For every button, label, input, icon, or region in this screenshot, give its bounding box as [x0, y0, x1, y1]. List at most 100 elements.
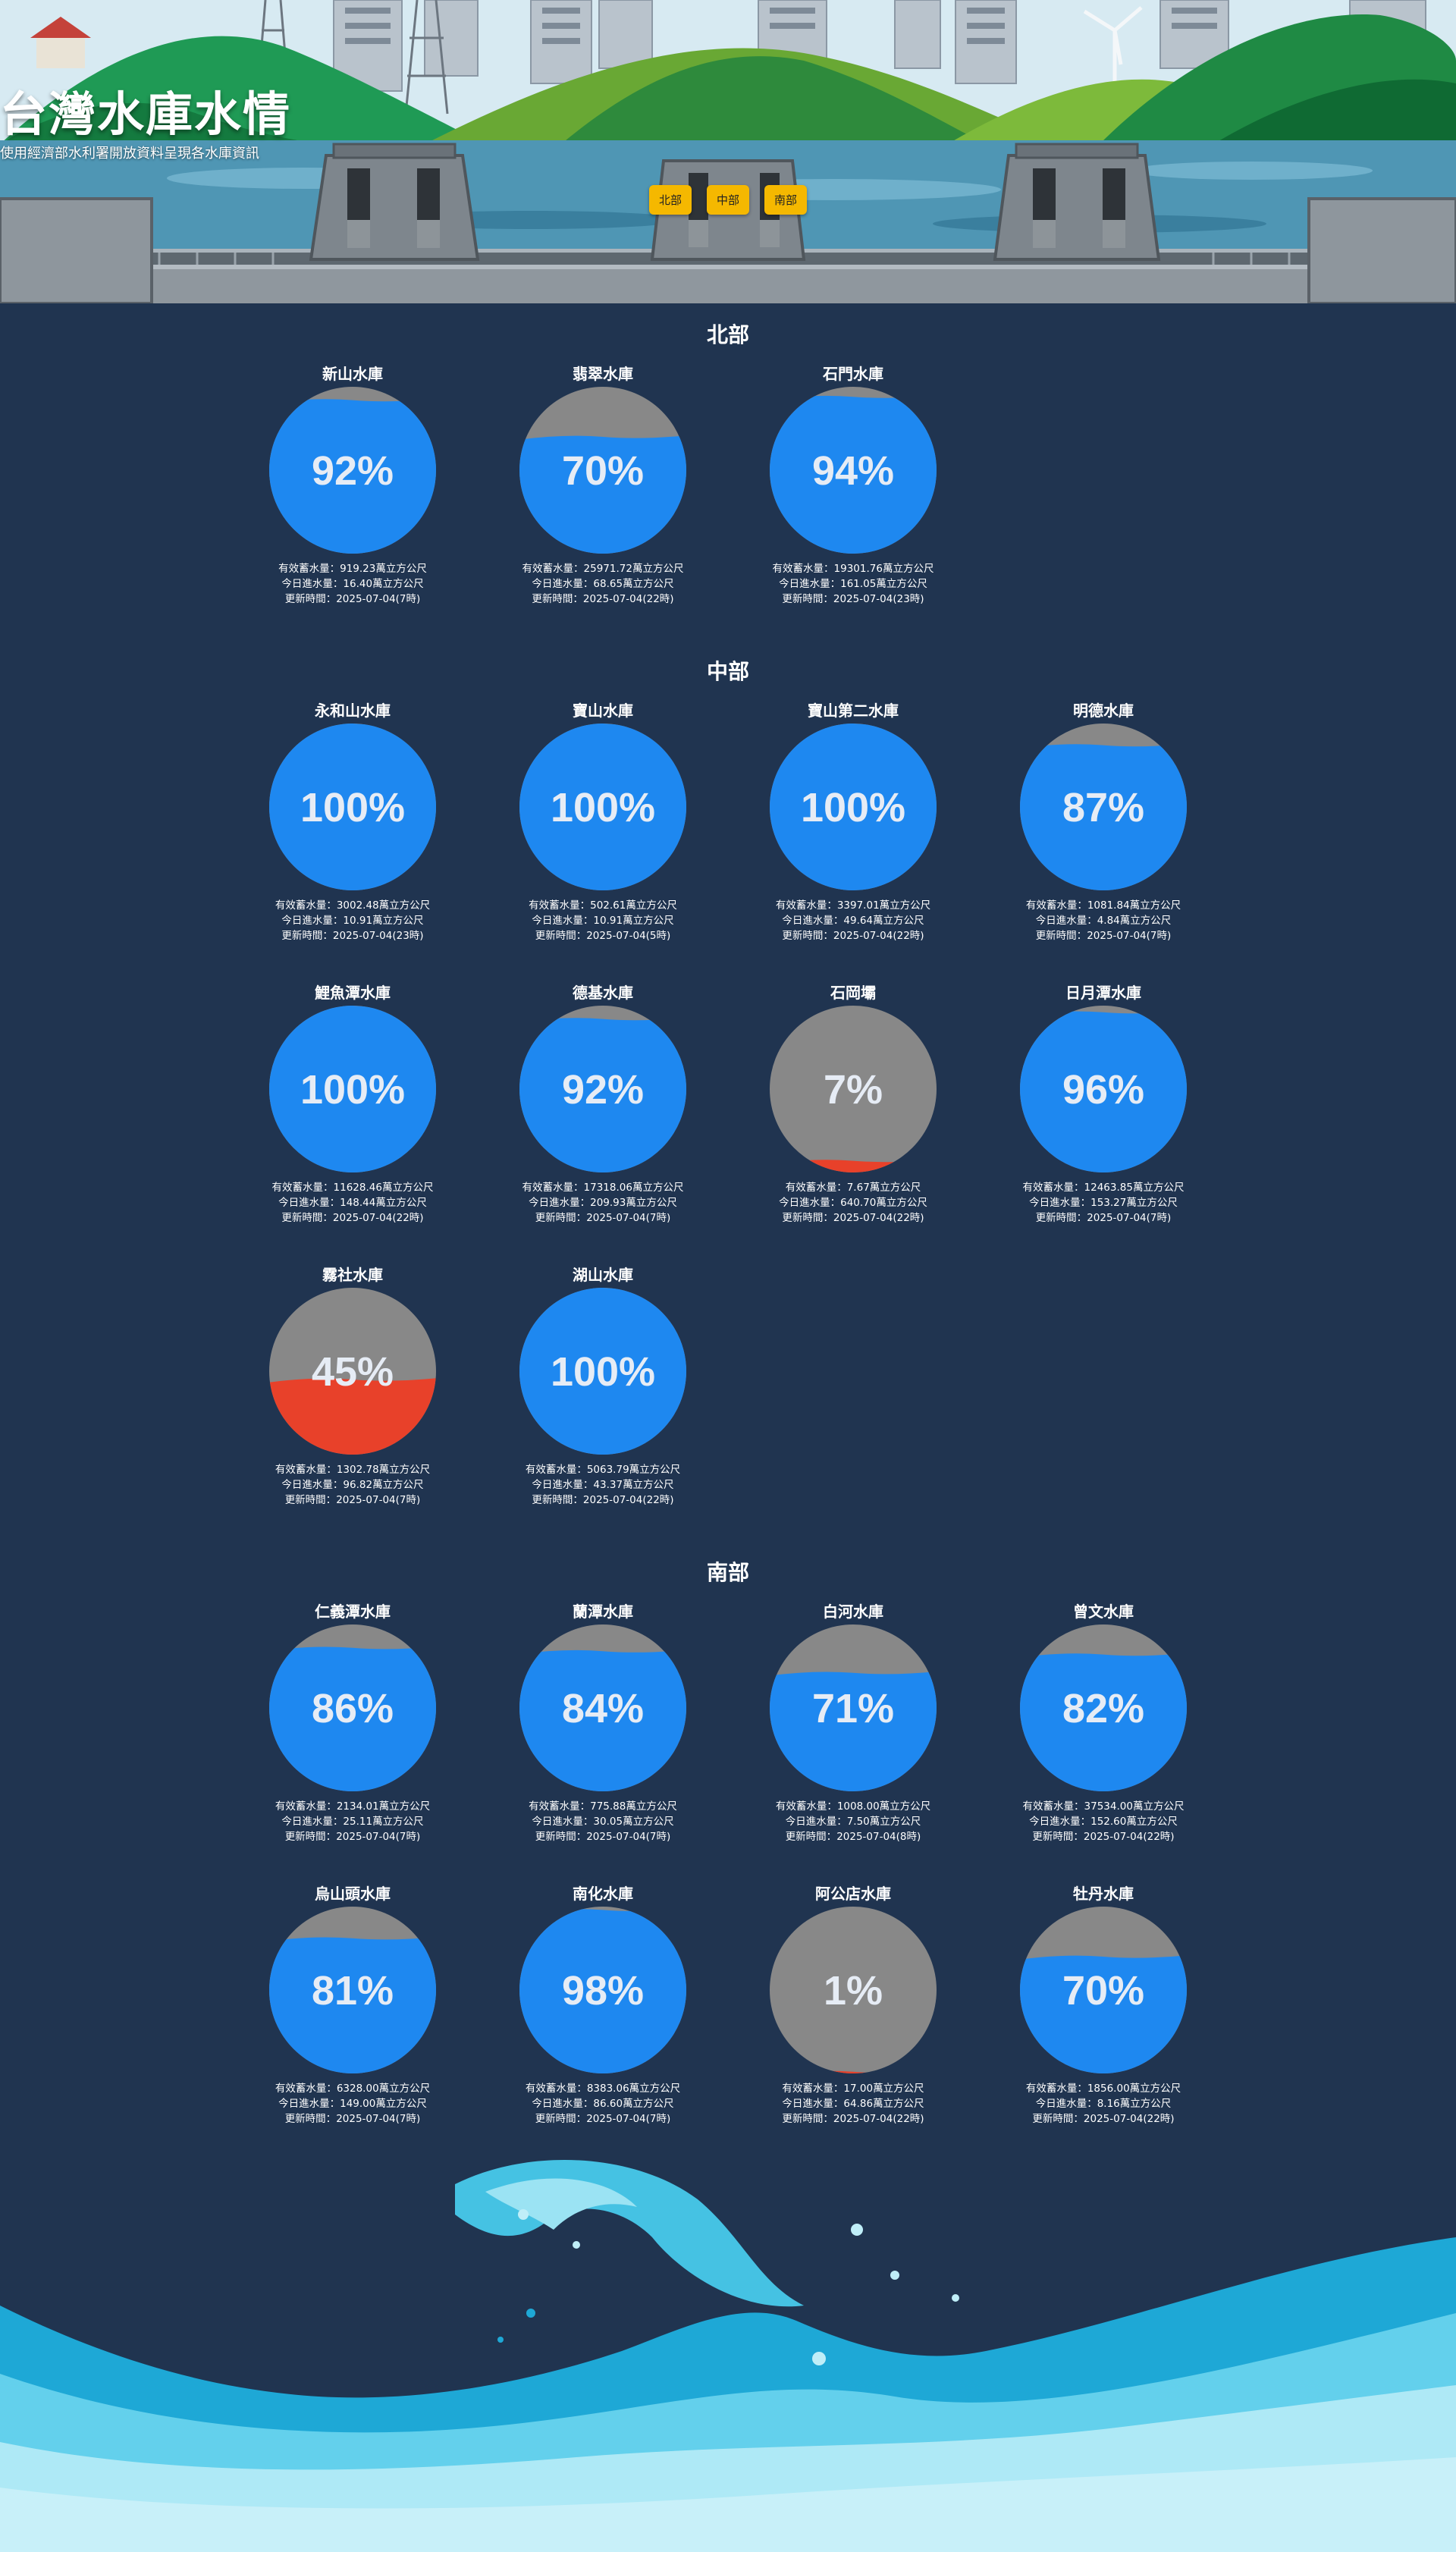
inflow-label: 今日進水量：: [779, 1197, 841, 1209]
reservoir-info: 有效蓄水量：1302.78萬立方公尺 今日進水量：96.82萬立方公尺 更新時間：2…: [275, 1462, 430, 1508]
inflow-unit: 萬立方公尺: [1119, 2098, 1172, 2110]
reservoir-name: 鯉魚潭水庫: [315, 984, 391, 1002]
inflow-value: 10.91: [343, 915, 373, 927]
inflow-label: 今日進水量：: [281, 1479, 344, 1491]
storage-line: 有效蓄水量：11628.46萬立方公尺: [272, 1180, 434, 1195]
reservoir-content: 北部 新山水庫 92% 有效蓄水量：919.23萬立方公尺 今日進水量：16.40萬立方…: [0, 303, 1456, 2160]
storage-unit: 萬立方公尺: [879, 1800, 931, 1813]
inflow-line: 今日進水量：8.16萬立方公尺: [1026, 2096, 1181, 2111]
storage-value: 1008.00: [836, 1800, 880, 1813]
storage-line: 有效蓄水量：8383.06萬立方公尺: [526, 2081, 680, 2096]
water-percentage: 96%: [1062, 1067, 1144, 1113]
storage-label: 有效蓄水量：: [278, 563, 340, 575]
updated-value: 2025-07-04(22時): [1083, 2113, 1175, 2125]
water-percentage: 82%: [1062, 1686, 1144, 1731]
updated-line: 更新時間：2025-07-04(7時): [275, 1493, 430, 1508]
storage-label: 有效蓄水量：: [775, 1800, 837, 1813]
water-level-gauge: 100%: [770, 724, 937, 890]
inflow-value: 4.84: [1097, 915, 1120, 927]
storage-unit: 萬立方公尺: [1129, 899, 1181, 912]
storage-label: 有效蓄水量：: [275, 1800, 337, 1813]
inflow-unit: 萬立方公尺: [372, 1816, 424, 1828]
updated-line: 更新時間：2025-07-04(22時): [776, 928, 930, 943]
hero-illustration: [0, 0, 1456, 303]
reservoir-info: 有效蓄水量：3397.01萬立方公尺 今日進水量：49.64萬立方公尺 更新時間：2…: [776, 898, 930, 943]
inflow-label: 今日進水量：: [281, 915, 344, 927]
reservoir-name: 湖山水庫: [573, 1266, 633, 1284]
reservoir-card: 日月潭水庫 96% 有效蓄水量：12463.85萬立方公尺 今日進水量：153.27萬…: [978, 977, 1228, 1259]
gauge-water-fill: [1020, 1955, 1187, 2073]
reservoir-info: 有效蓄水量：8383.06萬立方公尺 今日進水量：86.60萬立方公尺 更新時間：2…: [526, 2081, 680, 2127]
nav-button-central[interactable]: 中部: [706, 185, 749, 215]
inflow-line: 今日進水量：86.60萬立方公尺: [526, 2096, 680, 2111]
inflow-value: 161.05: [840, 578, 877, 590]
storage-value: 11628.46: [333, 1182, 382, 1194]
inflow-value: 16.40: [343, 578, 373, 590]
reservoir-name: 寶山第二水庫: [808, 702, 899, 720]
reservoir-info: 有效蓄水量：11628.46萬立方公尺 今日進水量：148.44萬立方公尺 更新時間…: [272, 1180, 434, 1226]
inflow-line: 今日進水量：10.91萬立方公尺: [529, 913, 677, 928]
updated-value: 2025-07-04(23時): [332, 930, 424, 942]
updated-label: 更新時間：: [782, 930, 833, 942]
water-level-gauge: 84%: [519, 1624, 686, 1791]
storage-value: 17318.06: [583, 1182, 632, 1194]
reservoir-name: 曾文水庫: [1073, 1602, 1134, 1621]
reservoir-info: 有效蓄水量：6328.00萬立方公尺 今日進水量：149.00萬立方公尺 更新時間：…: [275, 2081, 430, 2127]
water-percentage: 92%: [312, 448, 394, 494]
inflow-value: 152.60: [1090, 1816, 1127, 1828]
updated-label: 更新時間：: [532, 1494, 583, 1506]
storage-label: 有效蓄水量：: [785, 1182, 847, 1194]
inflow-label: 今日進水量：: [532, 915, 594, 927]
storage-unit: 萬立方公尺: [873, 2083, 924, 2095]
nav-button-south[interactable]: 南部: [764, 185, 808, 215]
storage-unit: 萬立方公尺: [375, 563, 427, 575]
inflow-unit: 萬立方公尺: [869, 1816, 921, 1828]
storage-line: 有效蓄水量：1081.84萬立方公尺: [1026, 898, 1181, 913]
reservoir-card: 新山水庫 92% 有效蓄水量：919.23萬立方公尺 今日進水量：16.40萬立方公尺…: [228, 358, 478, 640]
inflow-value: 640.70: [840, 1197, 877, 1209]
updated-line: 更新時間：2025-07-04(7時): [529, 1829, 677, 1844]
inflow-label: 今日進水量：: [779, 578, 841, 590]
updated-line: 更新時間：2025-07-04(22時): [526, 1493, 680, 1508]
gauge-empty-area: [770, 1907, 937, 2073]
storage-label: 有效蓄水量：: [782, 2083, 844, 2095]
updated-value: 2025-07-04(7時): [336, 1494, 421, 1506]
region-nav: 北部 中部 南部: [0, 185, 1456, 215]
reservoir-info: 有效蓄水量：17.00萬立方公尺 今日進水量：64.86萬立方公尺 更新時間：202…: [782, 2081, 924, 2127]
updated-label: 更新時間：: [532, 593, 583, 605]
inflow-label: 今日進水量：: [278, 1197, 340, 1209]
water-percentage: 100%: [551, 785, 655, 830]
inflow-value: 148.44: [340, 1197, 376, 1209]
updated-label: 更新時間：: [284, 2113, 337, 2125]
gauge-water-fill: [1020, 1010, 1187, 1172]
storage-label: 有效蓄水量：: [522, 1182, 584, 1194]
updated-value: 2025-07-04(22時): [1083, 1831, 1175, 1843]
gauge-water-fill: [269, 398, 436, 554]
reservoir-grid: 仁義潭水庫 86% 有效蓄水量：2134.01萬立方公尺 今日進水量：25.11萬立方…: [228, 1596, 1228, 2160]
updated-line: 更新時間：2025-07-04(7時): [1026, 928, 1181, 943]
storage-unit: 萬立方公尺: [632, 1182, 684, 1194]
updated-value: 2025-07-04(22時): [582, 593, 674, 605]
storage-line: 有效蓄水量：1302.78萬立方公尺: [275, 1462, 430, 1477]
storage-line: 有效蓄水量：2134.01萬立方公尺: [275, 1799, 430, 1814]
water-level-gauge: 92%: [519, 1006, 686, 1172]
inflow-label: 今日進水量：: [1029, 1816, 1091, 1828]
inflow-unit: 萬立方公尺: [623, 578, 674, 590]
inflow-unit: 萬立方公尺: [1119, 915, 1172, 927]
water-level-gauge: 100%: [269, 1006, 436, 1172]
region-section: 南部 仁義潭水庫 86% 有效蓄水量：2134.01萬立方公尺 今日進水量：25.11萬…: [0, 1556, 1456, 2160]
reservoir-card: 烏山頭水庫 81% 有效蓄水量：6328.00萬立方公尺 今日進水量：149.00萬立…: [228, 1878, 478, 2160]
inflow-value: 25.11: [343, 1816, 373, 1828]
storage-unit: 萬立方公尺: [1132, 1182, 1185, 1194]
reservoir-info: 有效蓄水量：2134.01萬立方公尺 今日進水量：25.11萬立方公尺 更新時間：2…: [275, 1799, 430, 1844]
reservoir-name: 石門水庫: [823, 365, 883, 383]
inflow-unit: 萬立方公尺: [375, 2098, 427, 2110]
storage-label: 有效蓄水量：: [275, 1464, 337, 1476]
reservoir-grid: 新山水庫 92% 有效蓄水量：919.23萬立方公尺 今日進水量：16.40萬立方公尺…: [228, 358, 1228, 640]
reservoir-card: 永和山水庫 100% 有效蓄水量：3002.48萬立方公尺 今日進水量：10.91萬立…: [228, 695, 478, 977]
reservoir-info: 有效蓄水量：12463.85萬立方公尺 今日進水量：153.27萬立方公尺 更新時間…: [1023, 1180, 1185, 1226]
storage-line: 有效蓄水量：19301.76萬立方公尺: [773, 561, 934, 576]
nav-button-north[interactable]: 北部: [648, 185, 692, 215]
water-level-gauge: 94%: [770, 387, 937, 554]
reservoir-name: 日月潭水庫: [1065, 984, 1141, 1002]
